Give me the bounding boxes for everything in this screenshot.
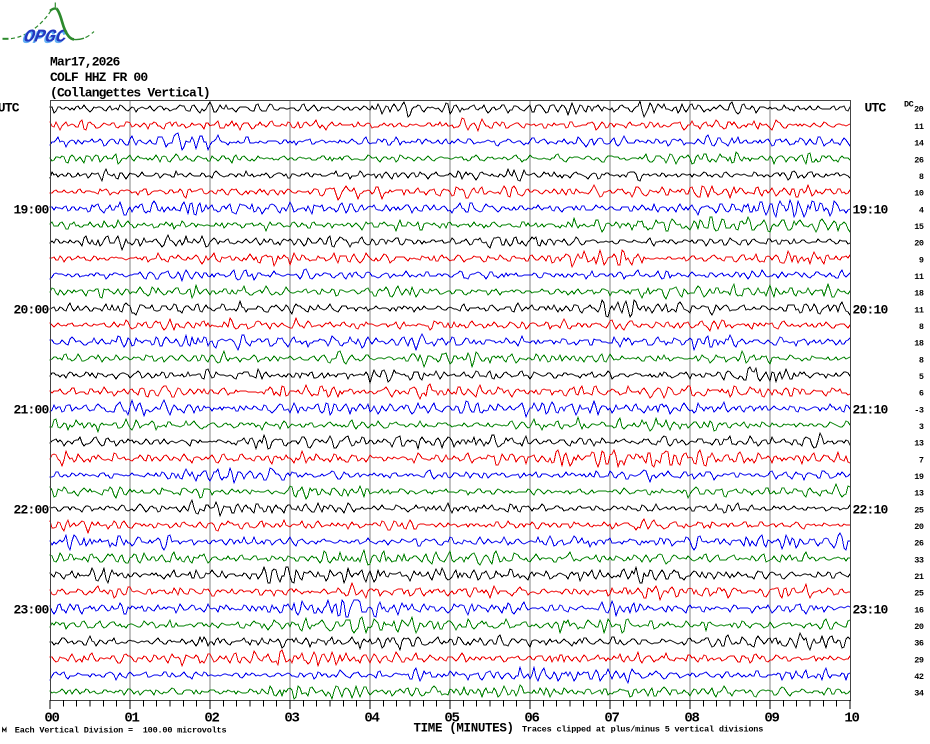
svg-text:02: 02	[204, 711, 219, 727]
svg-text:07: 07	[604, 711, 619, 727]
svg-text:DC: DC	[904, 100, 914, 110]
svg-text:11: 11	[914, 272, 924, 282]
svg-text:Mar17,2026: Mar17,2026	[50, 55, 121, 70]
svg-text:TIME (MINUTES): TIME (MINUTES)	[414, 722, 514, 736]
svg-text:20:00: 20:00	[13, 303, 49, 318]
svg-text:COLF HHZ FR 00: COLF HHZ FR 00	[50, 70, 148, 85]
svg-text:Traces clipped at plus/minus 5: Traces clipped at plus/minus 5 vertical …	[522, 724, 763, 734]
svg-text:34: 34	[914, 689, 924, 699]
svg-text:20: 20	[914, 622, 924, 632]
svg-text:04: 04	[364, 711, 379, 727]
svg-text:22:10: 22:10	[853, 503, 889, 518]
svg-text:8: 8	[919, 355, 924, 365]
svg-text:33: 33	[914, 555, 924, 565]
svg-text:(Collangettes Vertical): (Collangettes Vertical)	[50, 86, 210, 101]
svg-text:20: 20	[914, 239, 924, 249]
svg-text:36: 36	[914, 639, 924, 649]
svg-text:29: 29	[914, 655, 924, 665]
svg-text:21: 21	[914, 572, 924, 582]
svg-text:15: 15	[914, 222, 924, 232]
svg-text:09: 09	[764, 711, 779, 727]
svg-text:42: 42	[914, 672, 924, 682]
svg-text:20: 20	[914, 522, 924, 532]
svg-text:13: 13	[914, 489, 924, 499]
svg-text:-3: -3	[914, 405, 924, 415]
svg-text:OPGC: OPGC	[22, 28, 68, 48]
svg-text:00: 00	[44, 711, 59, 727]
svg-text:19:10: 19:10	[853, 203, 889, 218]
svg-text:21:00: 21:00	[13, 403, 49, 418]
svg-text:26: 26	[914, 539, 924, 549]
svg-text:20:10: 20:10	[853, 303, 889, 318]
svg-text:25: 25	[914, 589, 924, 599]
svg-text:19: 19	[914, 472, 924, 482]
svg-text:16: 16	[914, 605, 924, 615]
svg-text:23:10: 23:10	[853, 603, 889, 618]
svg-text:03: 03	[284, 711, 299, 727]
svg-text:06: 06	[524, 711, 539, 727]
svg-text:UTC: UTC	[0, 100, 20, 115]
svg-text:4: 4	[919, 205, 924, 215]
svg-text:25: 25	[914, 505, 924, 515]
svg-text:3: 3	[919, 422, 924, 432]
svg-text:19:00: 19:00	[13, 203, 49, 218]
svg-text:20: 20	[914, 105, 924, 115]
svg-text:11: 11	[914, 122, 924, 132]
svg-text:8: 8	[919, 172, 924, 182]
svg-text:18: 18	[914, 339, 924, 349]
svg-text:08: 08	[684, 711, 699, 727]
svg-text:OPGC: OPGC	[21, 29, 67, 49]
svg-text:Each Vertical Division = 100.: Each Vertical Division = 100.00 microvol…	[15, 725, 227, 735]
svg-text:7: 7	[919, 455, 924, 465]
svg-text:05: 05	[444, 711, 459, 727]
svg-text:UTC: UTC	[865, 100, 887, 115]
svg-text:13: 13	[914, 439, 924, 449]
svg-text:9: 9	[919, 255, 924, 265]
svg-text:10: 10	[844, 711, 859, 727]
svg-text:10: 10	[914, 189, 924, 199]
svg-text:23:00: 23:00	[13, 603, 49, 618]
svg-text:14: 14	[914, 139, 924, 149]
svg-text:6: 6	[919, 389, 924, 399]
svg-text:21:10: 21:10	[853, 403, 889, 418]
svg-text:18: 18	[914, 289, 924, 299]
svg-text:5: 5	[919, 372, 924, 382]
svg-text:11: 11	[914, 305, 924, 315]
svg-text:01: 01	[124, 711, 139, 727]
svg-text:22:00: 22:00	[13, 503, 49, 518]
svg-text:26: 26	[914, 155, 924, 165]
svg-text:8: 8	[919, 322, 924, 332]
